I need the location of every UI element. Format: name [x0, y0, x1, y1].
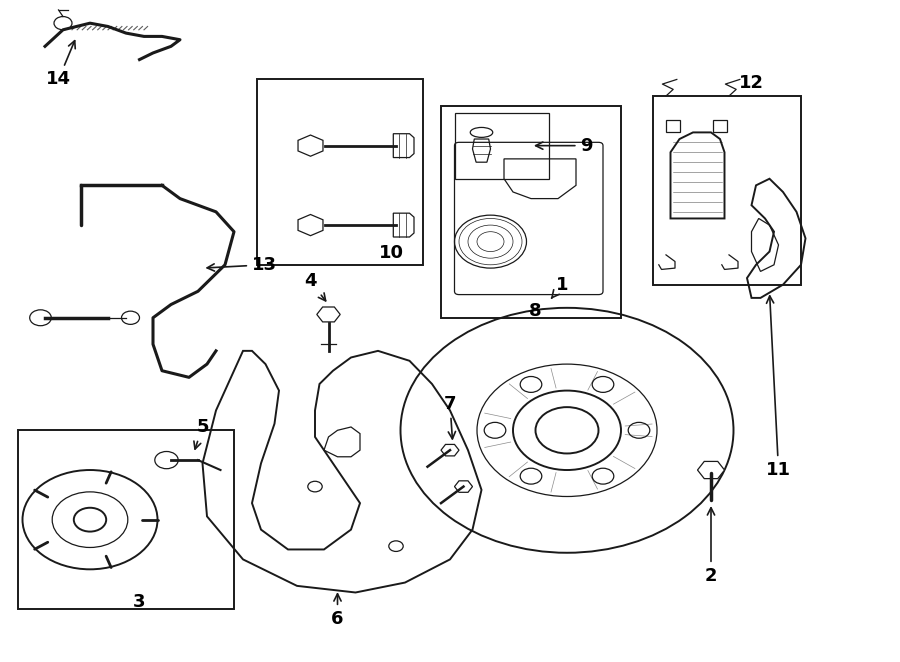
Polygon shape — [298, 135, 323, 156]
Text: 7: 7 — [444, 395, 456, 439]
Bar — [652, 96, 801, 285]
Text: 10: 10 — [379, 244, 404, 262]
Text: 8: 8 — [529, 302, 542, 320]
Text: 11: 11 — [766, 296, 791, 479]
Text: 13: 13 — [207, 256, 277, 274]
Polygon shape — [441, 444, 459, 456]
Polygon shape — [317, 307, 340, 322]
Bar — [441, 106, 621, 318]
Bar — [256, 79, 423, 265]
Text: 14: 14 — [46, 40, 76, 89]
Text: 1: 1 — [552, 275, 569, 298]
Text: 3: 3 — [133, 593, 146, 612]
Text: 6: 6 — [331, 594, 344, 628]
Text: 4: 4 — [304, 272, 326, 301]
Bar — [454, 113, 549, 179]
Polygon shape — [454, 481, 472, 493]
Polygon shape — [698, 461, 724, 479]
Bar — [18, 430, 234, 609]
Text: 2: 2 — [705, 508, 717, 585]
Text: 12: 12 — [739, 73, 764, 92]
Text: 9: 9 — [536, 136, 593, 155]
Text: 5: 5 — [194, 418, 209, 449]
Polygon shape — [298, 214, 323, 236]
